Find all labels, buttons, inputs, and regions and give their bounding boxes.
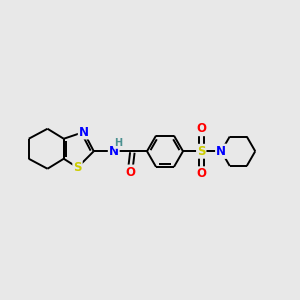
Text: N: N: [109, 145, 119, 158]
Text: O: O: [196, 167, 206, 180]
Text: N: N: [216, 145, 226, 158]
Text: N: N: [216, 145, 226, 158]
Text: N: N: [79, 125, 89, 139]
Text: H: H: [114, 138, 122, 148]
Text: O: O: [196, 122, 206, 135]
Text: O: O: [125, 166, 135, 178]
Text: S: S: [197, 145, 206, 158]
Text: S: S: [73, 161, 82, 174]
